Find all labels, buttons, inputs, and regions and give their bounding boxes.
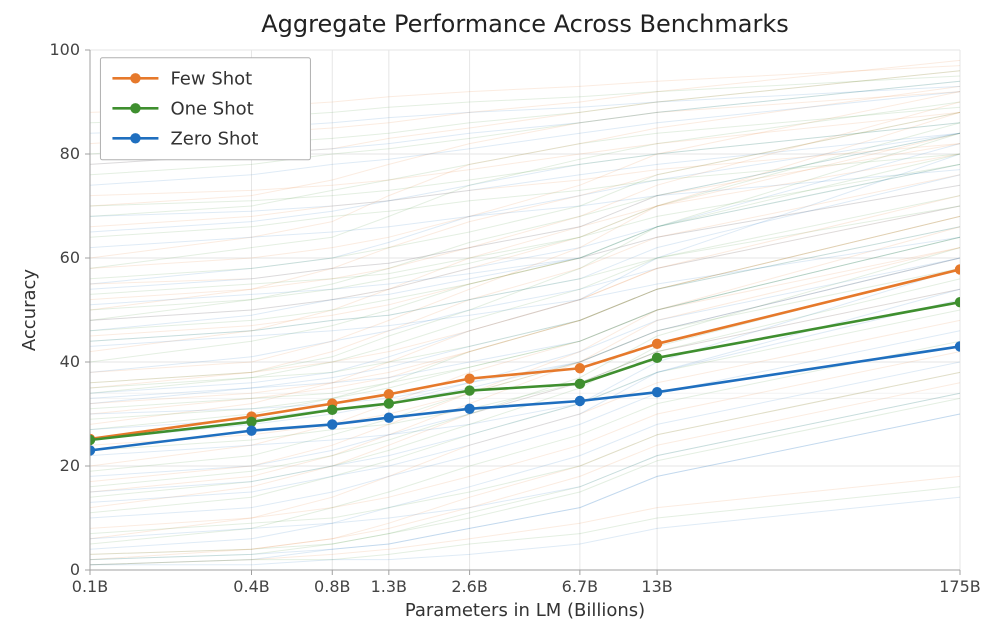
y-tick-label: 100 [49, 40, 80, 59]
legend-swatch-marker [130, 133, 140, 143]
x-tick-label: 175B [939, 577, 981, 596]
legend-label: Few Shot [170, 68, 252, 89]
legend: Few Shot One Shot Zero Shot [100, 58, 310, 160]
x-tick-label: 1.3B [371, 577, 407, 596]
x-tick-label: 0.4B [233, 577, 269, 596]
legend-label: One Shot [170, 98, 253, 119]
series-marker [384, 389, 394, 399]
x-tick-label: 6.7B [562, 577, 598, 596]
x-tick-label: 0.8B [314, 577, 350, 596]
y-tick-label: 80 [60, 144, 80, 163]
series-marker [652, 339, 662, 349]
series-marker [384, 412, 394, 422]
series-marker [327, 419, 337, 429]
y-tick-label: 0 [70, 560, 80, 579]
legend-swatch-marker [130, 73, 140, 83]
series-marker [464, 404, 474, 414]
series-marker [575, 363, 585, 373]
series-marker [384, 398, 394, 408]
legend-swatch-marker [130, 103, 140, 113]
series-marker [652, 353, 662, 363]
y-tick-label: 20 [60, 456, 80, 475]
x-axis-label: Parameters in LM (Billions) [405, 600, 645, 621]
series-marker [652, 387, 662, 397]
x-tick-label: 0.1B [72, 577, 108, 596]
x-tick-label: 13B [641, 577, 672, 596]
series-marker [246, 417, 256, 427]
y-tick-label: 60 [60, 248, 80, 267]
chart-title: Aggregate Performance Across Benchmarks [261, 10, 789, 38]
series-marker [955, 264, 965, 274]
legend-label: Zero Shot [170, 128, 258, 149]
x-tick-label: 2.6B [451, 577, 487, 596]
series-marker [575, 379, 585, 389]
y-tick-label: 40 [60, 352, 80, 371]
series-marker [575, 396, 585, 406]
chart-container: 0.1B 0.4B 0.8B 1.3B 2.6B 6.7B 13B 175B 0 20 40 60 80… [0, 0, 990, 640]
series-marker [955, 341, 965, 351]
series-marker [246, 425, 256, 435]
series-marker [327, 405, 337, 415]
chart-svg: 0.1B 0.4B 0.8B 1.3B 2.6B 6.7B 13B 175B 0 20 40 60 80… [0, 0, 990, 640]
series-marker [464, 373, 474, 383]
y-axis-label: Accuracy [19, 269, 40, 352]
series-marker [955, 297, 965, 307]
series-marker [464, 385, 474, 395]
